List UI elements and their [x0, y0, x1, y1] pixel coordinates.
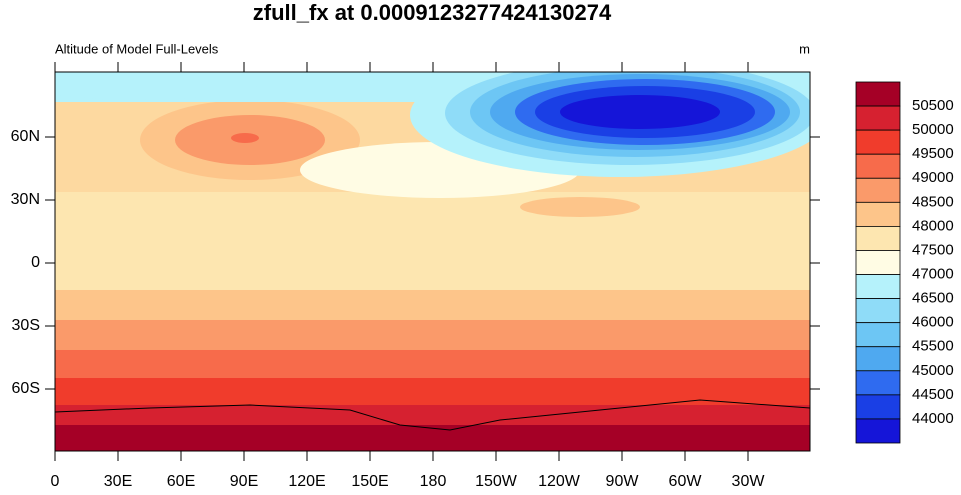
y-tick-label: 60S: [12, 380, 40, 397]
colorbar-label: 44500: [912, 386, 954, 403]
colorbar-box: [855, 298, 901, 324]
colorbar-label: 45000: [912, 362, 954, 379]
colorbar-label: 46000: [912, 314, 954, 331]
colorbar-box: [855, 274, 901, 299]
colorbar-box: [855, 153, 901, 179]
x-tick-label: 90E: [230, 473, 258, 490]
x-tick-label: 30E: [104, 473, 132, 490]
colorbar-box: [855, 225, 901, 251]
colorbar-label: 48500: [912, 193, 954, 210]
colorbar-box: [855, 177, 901, 203]
colorbar-label: 49000: [912, 169, 954, 186]
map-field: [55, 72, 810, 451]
x-tick-label: 150E: [351, 473, 388, 490]
left-string: Altitude of Model Full-Levels: [55, 41, 219, 56]
colorbar-box: [855, 322, 901, 348]
x-tick-label: 120W: [538, 473, 581, 490]
colorbar-label: 45500: [912, 338, 954, 355]
colorbar-label: 50500: [912, 97, 954, 114]
x-tick-label: 30W: [732, 473, 766, 490]
colorbar-label: 47500: [912, 241, 954, 258]
colorbar-label: 46500: [912, 290, 954, 307]
x-tick-label: 60W: [669, 473, 703, 490]
x-tick-label: 0: [51, 473, 60, 490]
y-tick-label: 30N: [11, 191, 40, 208]
x-tick-label: 90W: [606, 473, 640, 490]
y-tick-label: 60N: [11, 128, 40, 145]
x-tick-label: 60E: [167, 473, 195, 490]
colorbar-label: 50000: [912, 121, 954, 138]
x-tick-label: 120E: [288, 473, 325, 490]
colorbar-label: 47000: [912, 266, 954, 283]
colorbar-box: [855, 81, 901, 107]
colorbar-box: [855, 250, 901, 275]
colorbar-box: [855, 346, 901, 372]
colorbar-box: [855, 105, 901, 131]
colorbar-box: [855, 418, 901, 444]
colorbar-label: 48000: [912, 217, 954, 234]
x-tick-label: 150W: [475, 473, 518, 490]
colorbar-box: [855, 129, 901, 155]
colorbar-box: [855, 201, 901, 227]
right-string: m: [799, 41, 810, 56]
y-tick-label: 0: [31, 254, 40, 271]
title: zfull_fx at 0.0009123277424130274: [253, 0, 612, 25]
x-tick-label: 180: [420, 473, 447, 490]
colorbar-box: [855, 394, 901, 420]
y-tick-label: 30S: [12, 317, 40, 334]
colorbar-label: 44000: [912, 410, 954, 427]
colorbar-label: 49500: [912, 145, 954, 162]
colorbar-box: [855, 370, 901, 396]
